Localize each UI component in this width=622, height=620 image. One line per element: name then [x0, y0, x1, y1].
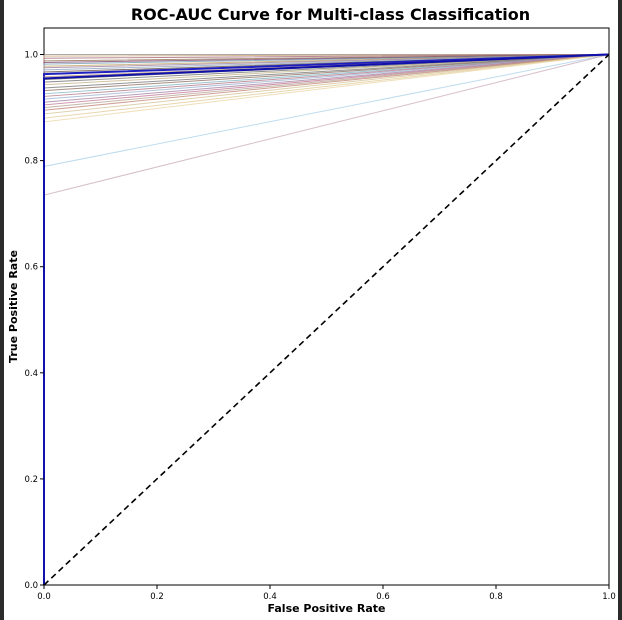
roc-series-line-16 — [43, 54, 610, 585]
roc-series-line-21 — [43, 54, 610, 585]
roc-series-line-13 — [43, 54, 610, 585]
roc-series-line-10 — [43, 54, 610, 585]
roc-series-line-9 — [43, 54, 610, 585]
roc-series-line-14 — [43, 54, 610, 585]
y-tick-label: 1.0 — [24, 51, 38, 61]
y-tick-label: 0.8 — [24, 157, 38, 167]
y-tick-label: 0.0 — [24, 581, 38, 591]
roc-series-line-23 — [43, 54, 610, 585]
x-tick-label: 0.2 — [150, 592, 164, 602]
roc-series-line-27 — [43, 54, 610, 585]
roc-series-line-4 — [43, 54, 610, 585]
y-axis-ticks: 0.0 0.2 0.4 0.6 0.8 1.0 — [24, 51, 44, 591]
roc-series-line-20 — [43, 54, 610, 585]
roc-series-line-15 — [43, 54, 610, 585]
x-tick-label: 0.4 — [263, 592, 277, 602]
x-tick-label: 1.0 — [602, 592, 616, 602]
roc-series-line-3 — [43, 54, 610, 585]
roc-series-line-22 — [43, 54, 610, 585]
roc-series-line-1 — [43, 54, 609, 585]
roc-series-line-30 — [43, 53, 610, 585]
roc-series-line-19 — [43, 54, 610, 585]
window-edge-right — [618, 0, 622, 620]
x-tick-label: 0.0 — [37, 592, 51, 602]
y-tick-label: 0.2 — [24, 475, 38, 485]
window-edge-left — [0, 0, 4, 620]
roc-series-line-29 — [43, 54, 610, 585]
y-tick-label: 0.4 — [24, 369, 38, 379]
plot-area — [43, 27, 610, 586]
roc-series-line-2 — [43, 54, 610, 585]
roc-series-line-8 — [43, 54, 610, 585]
roc-series-line-25 — [43, 54, 610, 585]
roc-series-line-7 — [43, 54, 610, 585]
y-tick-label: 0.6 — [24, 263, 38, 273]
chance-diagonal-line — [43, 53, 610, 586]
chart-title: ROC-AUC Curve for Multi-class Classifica… — [131, 5, 530, 24]
x-tick-label: 0.8 — [489, 592, 503, 602]
x-axis-label: False Positive Rate — [268, 602, 386, 615]
roc-series-line-5 — [43, 54, 610, 585]
x-axis-ticks: 0.0 0.2 0.4 0.6 0.8 1.0 — [37, 585, 616, 602]
roc-series-line-12 — [43, 54, 610, 585]
roc-series-line-26 — [43, 54, 610, 585]
roc-series-line-11 — [43, 53, 610, 585]
series-layer — [43, 53, 610, 585]
roc-series-line-24 — [43, 54, 610, 585]
roc-series-line-17 — [43, 54, 610, 585]
x-tick-label: 0.6 — [376, 592, 390, 602]
roc-series-line-28 — [43, 54, 610, 585]
y-axis-label: True Positive Rate — [7, 250, 20, 363]
roc-series-line-18 — [43, 54, 610, 585]
roc-series-line-6 — [43, 54, 610, 585]
